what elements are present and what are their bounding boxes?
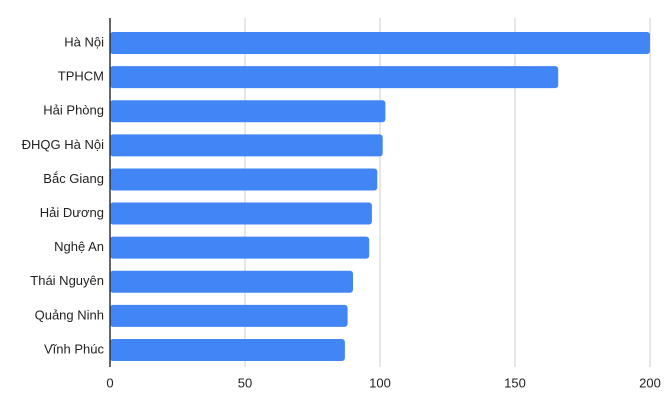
x-tick-label: 200 — [639, 375, 661, 390]
bar — [110, 202, 372, 225]
y-tick-label: Hà Nội — [64, 34, 104, 49]
y-tick-label: Bắc Giang — [43, 171, 104, 186]
y-tick-label: ĐHQG Hà Nội — [22, 137, 104, 152]
x-tick-label: 100 — [369, 375, 391, 390]
bar — [110, 304, 348, 327]
x-tick-label: 150 — [504, 375, 526, 390]
y-tick-label: Vĩnh Phúc — [44, 341, 104, 356]
y-tick-label: Nghệ An — [54, 239, 104, 254]
bar — [110, 270, 353, 293]
bar — [110, 338, 345, 361]
bar — [110, 236, 370, 259]
y-tick-label: Hải Phòng — [43, 103, 104, 118]
bar — [110, 168, 378, 191]
bar — [110, 100, 386, 123]
bar — [110, 66, 559, 89]
x-tick-label: 0 — [106, 375, 113, 390]
y-tick-label: Quảng Ninh — [35, 307, 104, 322]
y-tick-label: Thái Nguyên — [30, 273, 104, 288]
y-tick-label: Hải Dương — [40, 205, 104, 220]
x-tick-label: 50 — [238, 375, 252, 390]
bar — [110, 32, 650, 55]
bar — [110, 134, 383, 157]
y-tick-label: TPHCM — [58, 69, 104, 84]
